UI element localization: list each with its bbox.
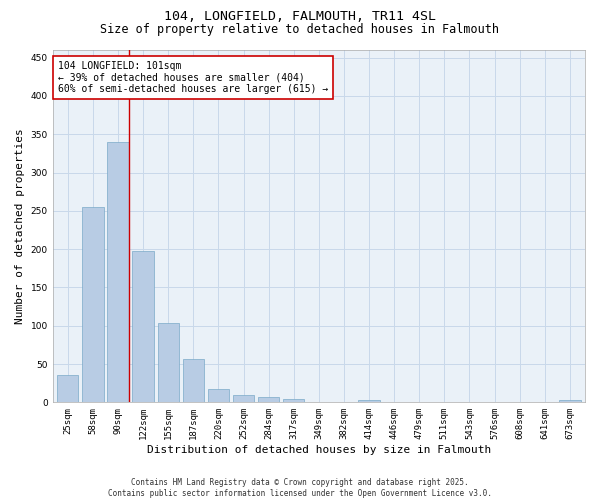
Bar bbox=[82, 207, 104, 402]
Bar bbox=[283, 400, 304, 402]
Bar bbox=[208, 388, 229, 402]
Y-axis label: Number of detached properties: Number of detached properties bbox=[15, 128, 25, 324]
Bar bbox=[258, 397, 279, 402]
X-axis label: Distribution of detached houses by size in Falmouth: Distribution of detached houses by size … bbox=[147, 445, 491, 455]
Bar bbox=[158, 324, 179, 402]
Text: 104 LONGFIELD: 101sqm
← 39% of detached houses are smaller (404)
60% of semi-det: 104 LONGFIELD: 101sqm ← 39% of detached … bbox=[58, 60, 328, 94]
Bar bbox=[182, 358, 204, 403]
Bar bbox=[107, 142, 128, 403]
Text: Size of property relative to detached houses in Falmouth: Size of property relative to detached ho… bbox=[101, 22, 499, 36]
Bar bbox=[133, 252, 154, 402]
Text: 104, LONGFIELD, FALMOUTH, TR11 4SL: 104, LONGFIELD, FALMOUTH, TR11 4SL bbox=[164, 10, 436, 23]
Bar bbox=[559, 400, 581, 402]
Bar bbox=[233, 394, 254, 402]
Text: Contains HM Land Registry data © Crown copyright and database right 2025.
Contai: Contains HM Land Registry data © Crown c… bbox=[108, 478, 492, 498]
Bar bbox=[358, 400, 380, 402]
Bar bbox=[57, 375, 79, 402]
